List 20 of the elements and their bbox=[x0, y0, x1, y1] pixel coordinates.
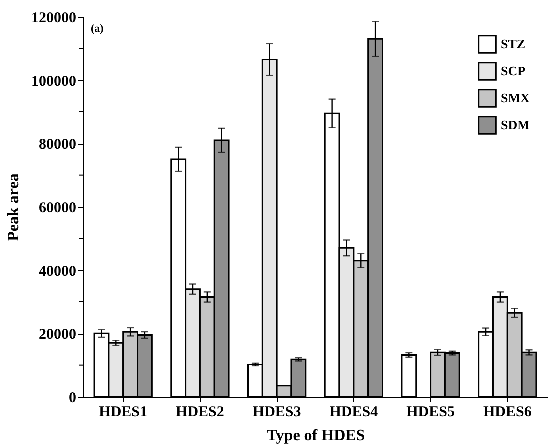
y-tick-label: 120000 bbox=[32, 10, 76, 26]
legend-label: SDM bbox=[501, 118, 530, 132]
x-tick-label: HDES3 bbox=[252, 404, 302, 420]
y-tick-label: 60000 bbox=[39, 200, 76, 216]
y-tick-label: 40000 bbox=[39, 264, 76, 280]
x-axis-title: Type of HDES bbox=[266, 428, 366, 444]
y-axis-title: Peak area bbox=[6, 174, 22, 242]
legend-label: STZ bbox=[501, 36, 526, 52]
y-tick-label: 0 bbox=[69, 390, 76, 406]
x-tick-label: HDES4 bbox=[330, 404, 379, 420]
x-tick-label: HDES1 bbox=[99, 404, 148, 420]
x-tick-label: HDES5 bbox=[406, 404, 455, 420]
annotation: (a) bbox=[91, 23, 104, 35]
y-tick-label: 20000 bbox=[39, 327, 76, 344]
y-tick-label: 100000 bbox=[32, 74, 76, 90]
y-tick-label: 80000 bbox=[39, 137, 76, 154]
x-tick-label: HDES2 bbox=[176, 404, 224, 420]
x-tick-label: HDES6 bbox=[483, 404, 532, 420]
legend-label: SMX bbox=[501, 90, 530, 106]
legend-label: SCP bbox=[501, 64, 526, 78]
